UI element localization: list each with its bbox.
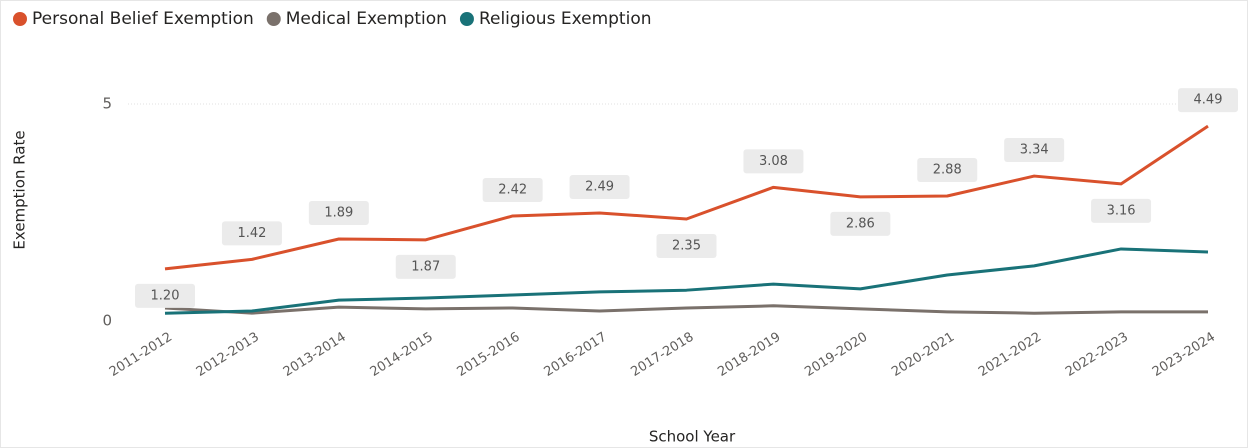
data-label: 2.86: [846, 216, 875, 231]
legend-marker: [459, 12, 474, 26]
data-label-box: [308, 200, 369, 225]
legend-marker: [13, 12, 27, 26]
data-label-box: [656, 234, 717, 259]
data-label-box: [743, 149, 804, 174]
data-label-box: [221, 221, 282, 246]
y-tick-label: 5: [102, 95, 112, 113]
legend-label: Medical Exemption: [286, 9, 447, 29]
data-label-box: [569, 174, 630, 199]
data-label: 2.88: [933, 163, 962, 178]
data-label: 2.42: [498, 182, 527, 197]
data-label: 1.20: [151, 288, 180, 303]
x-axis-title: School Year: [649, 428, 736, 446]
data-label-box: [482, 177, 543, 202]
y-tick-label: 0: [102, 312, 112, 330]
legend-label: Personal Belief Exemption: [32, 9, 254, 29]
data-label: 1.42: [237, 226, 266, 241]
y-axis-title: Exemption Rate: [11, 130, 29, 249]
data-label-box: [1091, 198, 1152, 223]
data-label-box: [830, 211, 891, 236]
series-line: [164, 304, 1208, 315]
data-label: 2.49: [585, 179, 614, 194]
data-label-box: [395, 254, 456, 279]
legend-label: Religious Exemption: [479, 9, 652, 29]
data-label: 4.49: [1194, 93, 1223, 108]
data-label: 3.08: [759, 154, 788, 169]
data-label-box: [917, 158, 978, 183]
legend-marker: [266, 12, 281, 26]
series-line: [164, 124, 1209, 271]
data-label: 1.89: [324, 205, 353, 220]
series-line: [164, 247, 1209, 315]
data-label: 1.87: [411, 259, 440, 274]
data-label: 2.35: [672, 239, 701, 254]
data-label-box: [1178, 88, 1238, 113]
data-label: 3.16: [1107, 203, 1136, 218]
data-label: 3.34: [1020, 143, 1049, 158]
data-label-box: [135, 283, 195, 308]
data-label-box: [1004, 138, 1065, 163]
